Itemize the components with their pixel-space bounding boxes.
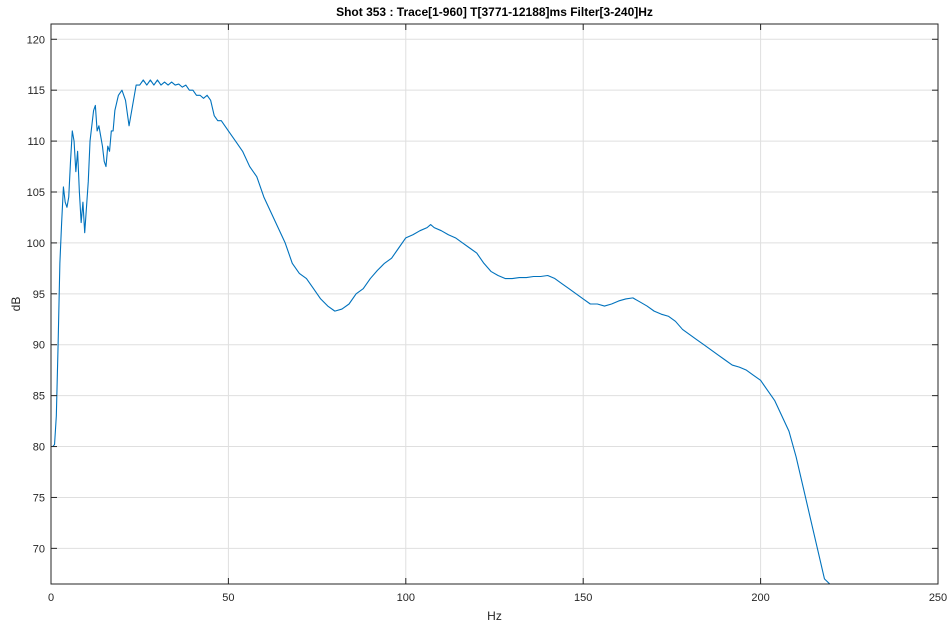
x-axis-label: Hz: [487, 609, 502, 623]
x-tick-label: 50: [222, 592, 234, 604]
series-line: [52, 79, 831, 584]
series-layer: [52, 79, 831, 584]
y-tick-label: 120: [27, 34, 45, 46]
y-tick-label: 90: [33, 340, 45, 352]
y-tick-labels: 70 75 80 85 90 95 100 105 110 115 120: [27, 34, 45, 555]
x-tick-label: 150: [574, 592, 592, 604]
y-tick-label: 80: [33, 442, 45, 454]
y-axis-label: dB: [9, 297, 23, 312]
y-tick-label: 110: [27, 136, 45, 148]
y-tick-label: 115: [27, 85, 45, 97]
y-tick-label: 100: [27, 238, 45, 250]
x-tick-label: 200: [751, 592, 769, 604]
axes-frame: [50, 23, 939, 585]
x-tick-label: 0: [48, 592, 54, 604]
y-tick-label: 95: [33, 289, 45, 301]
y-tick-label: 85: [33, 391, 45, 403]
x-tick-label: 250: [929, 592, 947, 604]
x-tick-label: 100: [397, 592, 415, 604]
y-tick-label: 70: [33, 543, 45, 555]
grid-lines: [51, 24, 938, 584]
y-tick-label: 75: [33, 492, 45, 504]
plot-area: [51, 24, 938, 584]
tick-marks: [50, 24, 939, 584]
x-tick-labels: 0 50 100 150 200 250: [48, 592, 947, 604]
y-tick-label: 105: [27, 187, 45, 199]
chart-title: Shot 353 : Trace[1-960] T[3771-12188]ms …: [336, 5, 653, 19]
